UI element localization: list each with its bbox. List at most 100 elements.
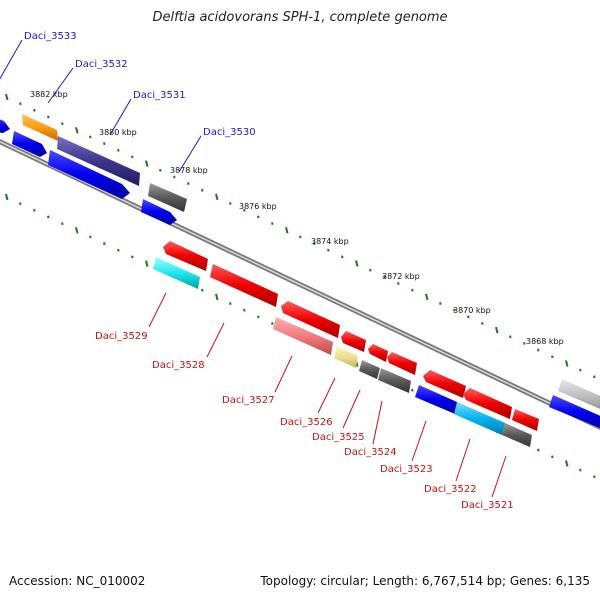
minor-tick [19,202,22,206]
major-tick [495,326,499,334]
major-tick [215,193,219,201]
gene-daci-3522[interactable] [463,388,512,419]
gene-daci-3522-b[interactable] [454,402,505,435]
gene-daci-3529-b[interactable] [153,257,200,289]
accession-text: Accession: NC_010002 [9,574,146,588]
gene-daci-3525-b[interactable] [359,360,380,379]
gene-daci-3523[interactable] [423,370,466,398]
gene-label-daci-3524[interactable]: Daci_3524 [344,447,397,458]
gene-label-daci-3533[interactable]: Daci_3533 [24,31,77,42]
minor-tick [439,302,442,305]
minor-tick [117,148,120,152]
outer-tick-track [5,93,596,379]
kbp-label: 3878 kbp [170,166,208,175]
minor-tick [131,155,134,159]
minor-tick [551,455,554,459]
minor-tick [47,215,50,219]
gene-daci-3532-b[interactable] [12,131,47,157]
kbp-label: 3882 kbp [30,90,68,99]
gene-daci-3531-b[interactable] [48,150,130,199]
minor-tick [537,448,540,452]
gene-daci-3532[interactable] [22,114,58,141]
major-tick [145,260,149,267]
gene-daci-3527-b[interactable] [273,317,333,355]
minor-tick [47,115,50,119]
gene-daci-3533[interactable] [0,118,10,133]
gene-label-daci-3522[interactable]: Daci_3522 [424,484,477,495]
gene-daci-3527[interactable] [281,301,340,338]
minor-tick [551,355,554,359]
minor-tick [103,242,106,246]
minor-tick [61,122,64,126]
gene-daci-3521-b[interactable] [502,423,532,447]
minor-tick [579,468,582,472]
minor-tick [103,142,106,146]
gene-daci-3531[interactable] [57,136,140,186]
gene-label-daci-3523[interactable]: Daci_3523 [380,464,433,475]
minor-tick [467,315,470,319]
minor-tick [509,335,512,339]
kbp-label: 3880 kbp [99,128,137,137]
minor-tick [299,235,302,239]
gene-daci-3526-b[interactable] [334,346,358,368]
major-tick [145,160,149,167]
gene-label-daci-3527[interactable]: Daci_3527 [222,395,275,406]
minor-tick [201,288,204,292]
major-tick [565,360,569,367]
minor-tick [593,475,596,479]
minor-tick [229,202,232,206]
map-title: Delftia acidovorans SPH-1, complete geno… [152,10,448,25]
gene-label-daci-3532[interactable]: Daci_3532 [75,59,128,70]
minor-tick [201,188,204,192]
minor-tick [89,235,92,239]
gene-label-daci-3529[interactable]: Daci_3529 [95,331,148,342]
reverse-gene-labels: Daci_3529 Daci_3528 Daci_3527 Daci_3526 … [95,292,514,511]
gene-daci-3529[interactable] [163,241,208,271]
major-tick [5,93,9,101]
minor-tick [593,375,596,379]
gene-daci-3530[interactable] [148,183,187,212]
minor-tick [33,108,36,112]
minor-tick [257,215,260,219]
gene-daci-3528[interactable] [210,264,278,307]
gene-right-blue[interactable] [549,395,600,430]
kbp-label: 3868 kbp [526,337,564,346]
gene-label-daci-3530[interactable]: Daci_3530 [203,127,256,138]
gene-label-daci-3528[interactable]: Daci_3528 [152,360,205,371]
minor-tick [481,322,484,325]
minor-tick [523,342,526,345]
gene-daci-3521[interactable] [512,409,539,431]
minor-tick [243,308,246,312]
minor-tick [579,368,582,372]
gene-label-daci-3531[interactable]: Daci_3531 [133,90,186,101]
gene-daci-3524[interactable] [387,352,417,375]
minor-tick [411,388,414,392]
gene-daci-3526[interactable] [341,331,366,352]
kbp-label: 3876 kbp [239,202,277,211]
kbp-label: 3872 kbp [382,272,420,281]
minor-tick [313,242,316,245]
kbp-label: 3874 kbp [311,237,349,246]
minor-tick [257,315,260,319]
gene-daci-3530-b[interactable] [141,199,177,225]
gene-daci-3524-b[interactable] [378,368,411,393]
gene-right-lgray[interactable] [558,379,600,411]
gene-label-daci-3525[interactable]: Daci_3525 [312,432,365,443]
topology-summary-text: Topology: circular; Length: 6,767,514 bp… [260,574,590,588]
minor-tick [187,182,190,186]
major-tick [5,193,9,201]
gene-label-daci-3521[interactable]: Daci_3521 [461,500,514,511]
minor-tick [19,102,22,106]
minor-tick [453,308,456,312]
major-tick [215,293,219,301]
gene-daci-3525[interactable] [368,344,388,362]
forward-gene-labels: Daci_3533 Daci_3532 Daci_3531 Daci_3530 [0,31,256,173]
minor-tick [131,255,134,259]
gene-label-daci-3526[interactable]: Daci_3526 [280,417,333,428]
reverse-strand-genes [153,241,600,447]
minor-tick [383,275,386,279]
minor-tick [271,222,274,226]
major-tick [355,260,359,267]
gene-daci-3523-b[interactable] [415,385,457,414]
